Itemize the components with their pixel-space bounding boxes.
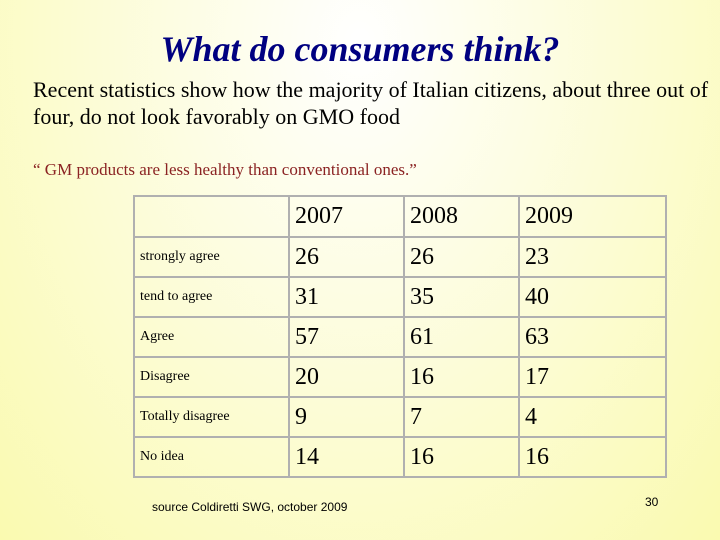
slide-title: What do consumers think?: [160, 29, 560, 69]
table-cell: 35: [403, 276, 520, 318]
table-row: Totally disagree 9 7 4: [133, 396, 667, 438]
table-cell: 20: [288, 356, 405, 398]
table-cell: 16: [518, 436, 667, 478]
table-header-row: 2007 2008 2009: [133, 195, 667, 238]
survey-question-quote: “ GM products are less healthy than conv…: [33, 160, 417, 179]
table-row: Agree 57 61 63: [133, 316, 667, 358]
table-cell: 23: [518, 236, 667, 278]
table-cell: 16: [403, 356, 520, 398]
year-header: 2008: [403, 195, 520, 238]
source-citation: source Coldiretti SWG, october 2009: [152, 500, 348, 514]
row-label: tend to agree: [133, 276, 290, 318]
table-cell: 7: [403, 396, 520, 438]
row-label: strongly agree: [133, 236, 290, 278]
table-cell: 14: [288, 436, 405, 478]
row-label: Disagree: [133, 356, 290, 398]
table-cell: 4: [518, 396, 667, 438]
intro-text: Recent statistics show how the majority …: [33, 77, 709, 129]
page-number: 30: [645, 495, 659, 509]
table-row: tend to agree 31 35 40: [133, 276, 667, 318]
row-label: Agree: [133, 316, 290, 358]
row-label: No idea: [133, 436, 290, 478]
table-corner-cell: [133, 195, 290, 238]
year-header: 2007: [288, 195, 405, 238]
survey-results-table: 2007 2008 2009 strongly agree 26 26 23 t…: [133, 195, 667, 478]
table-cell: 61: [403, 316, 520, 358]
table-row: No idea 14 16 16: [133, 436, 667, 478]
table-cell: 63: [518, 316, 667, 358]
row-label: Totally disagree: [133, 396, 290, 438]
table-cell: 40: [518, 276, 667, 318]
year-header: 2009: [518, 195, 667, 238]
table-cell: 16: [403, 436, 520, 478]
table-cell: 57: [288, 316, 405, 358]
table-cell: 31: [288, 276, 405, 318]
table-cell: 9: [288, 396, 405, 438]
table-cell: 26: [403, 236, 520, 278]
table-row: strongly agree 26 26 23: [133, 236, 667, 278]
table-cell: 26: [288, 236, 405, 278]
table-row: Disagree 20 16 17: [133, 356, 667, 398]
table-cell: 17: [518, 356, 667, 398]
